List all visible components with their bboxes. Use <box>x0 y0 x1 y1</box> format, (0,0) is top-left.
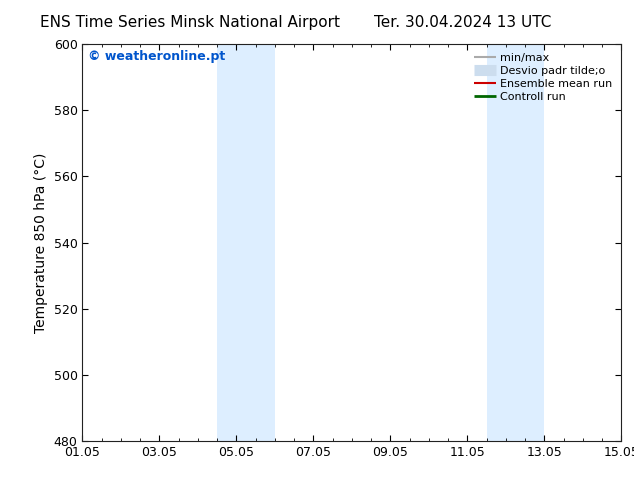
Text: Ter. 30.04.2024 13 UTC: Ter. 30.04.2024 13 UTC <box>374 15 552 30</box>
Text: ENS Time Series Minsk National Airport: ENS Time Series Minsk National Airport <box>40 15 340 30</box>
Text: © weatheronline.pt: © weatheronline.pt <box>87 50 225 63</box>
Y-axis label: Temperature 850 hPa (°C): Temperature 850 hPa (°C) <box>34 152 48 333</box>
Bar <box>487 44 545 441</box>
Legend: min/max, Desvio padr tilde;o, Ensemble mean run, Controll run: min/max, Desvio padr tilde;o, Ensemble m… <box>470 49 616 105</box>
Bar <box>217 44 275 441</box>
